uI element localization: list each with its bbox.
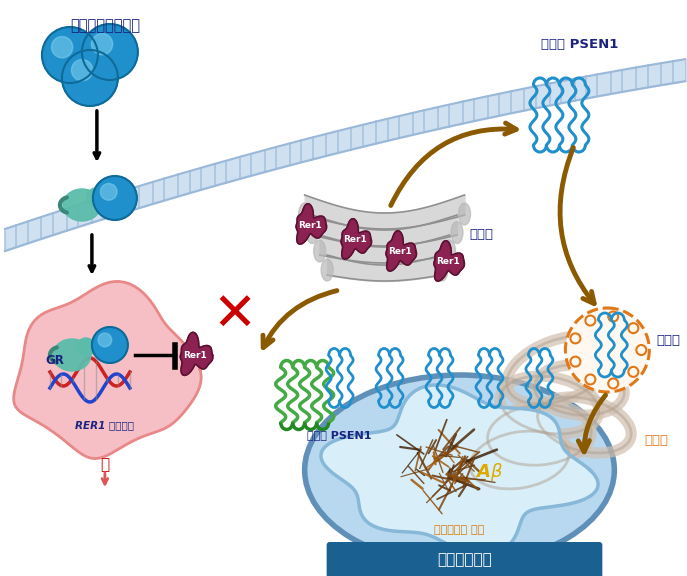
- Text: 골지체: 골지체: [469, 229, 493, 241]
- Ellipse shape: [63, 189, 101, 221]
- Circle shape: [565, 308, 649, 392]
- Text: 절단된 PSEN1: 절단된 PSEN1: [541, 38, 618, 51]
- Text: 소포체: 소포체: [644, 434, 668, 446]
- Circle shape: [62, 50, 118, 106]
- Ellipse shape: [306, 222, 318, 244]
- FancyBboxPatch shape: [326, 542, 602, 576]
- Polygon shape: [434, 241, 464, 281]
- Circle shape: [82, 24, 138, 80]
- Text: Rer1: Rer1: [297, 221, 322, 229]
- Text: Rer1: Rer1: [387, 248, 412, 256]
- Text: 아밀로이드 베타: 아밀로이드 베타: [434, 525, 484, 535]
- Circle shape: [77, 338, 95, 356]
- Text: RER1 프로모터: RER1 프로모터: [76, 420, 135, 430]
- Text: Rer1: Rer1: [343, 236, 366, 244]
- Text: 당질코르티코이드: 당질코르티코이드: [70, 18, 140, 33]
- Text: Rer1: Rer1: [436, 257, 460, 267]
- Circle shape: [98, 333, 112, 347]
- Text: 핵: 핵: [100, 457, 109, 472]
- Polygon shape: [321, 385, 598, 555]
- Ellipse shape: [451, 222, 463, 244]
- Ellipse shape: [444, 240, 455, 262]
- Polygon shape: [181, 332, 213, 376]
- Circle shape: [100, 184, 117, 200]
- Circle shape: [93, 176, 137, 220]
- Polygon shape: [386, 231, 416, 271]
- Polygon shape: [341, 219, 372, 259]
- Ellipse shape: [299, 203, 311, 225]
- Text: 온전한 PSEN1: 온전한 PSEN1: [307, 430, 372, 440]
- Ellipse shape: [458, 203, 471, 225]
- Polygon shape: [296, 204, 326, 244]
- Text: GR: GR: [45, 354, 65, 366]
- Text: 미토콘드리아: 미토콘드리아: [437, 552, 492, 567]
- Polygon shape: [14, 282, 201, 458]
- Ellipse shape: [321, 259, 333, 281]
- Circle shape: [52, 36, 73, 58]
- Circle shape: [92, 327, 128, 363]
- Ellipse shape: [314, 240, 326, 262]
- Circle shape: [91, 33, 113, 55]
- Circle shape: [71, 59, 93, 81]
- Ellipse shape: [304, 375, 614, 565]
- Ellipse shape: [53, 339, 91, 371]
- Text: 엔도솜: 엔도솜: [656, 334, 680, 347]
- Circle shape: [87, 188, 105, 206]
- Text: ✕: ✕: [212, 289, 257, 341]
- Text: Rer1: Rer1: [183, 351, 207, 359]
- Circle shape: [42, 27, 98, 83]
- Text: A$\beta$: A$\beta$: [475, 461, 504, 483]
- Ellipse shape: [436, 259, 448, 281]
